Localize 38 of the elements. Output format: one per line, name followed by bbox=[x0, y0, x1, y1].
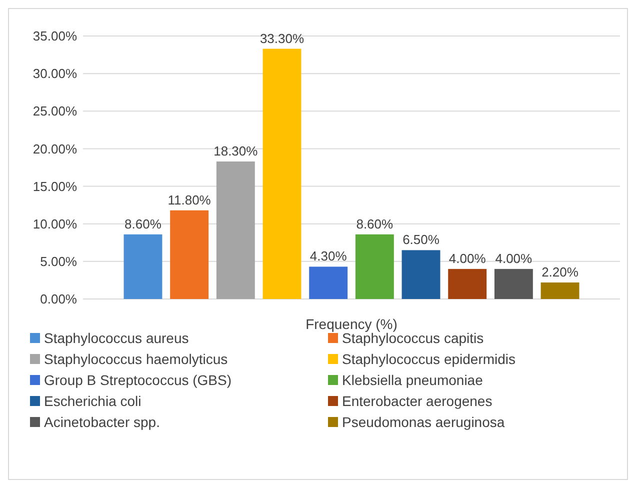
bar bbox=[124, 234, 162, 299]
legend-label: Staphylococcus epidermidis bbox=[342, 350, 516, 367]
y-tick-label: 35.00% bbox=[32, 28, 78, 44]
legend-label: Enterobacter aerogenes bbox=[342, 392, 492, 409]
legend-label: Escherichia coli bbox=[44, 392, 142, 409]
bar bbox=[262, 48, 302, 299]
data-label: 4.00% bbox=[448, 250, 486, 266]
legend-label: Klebsiella pneumoniae bbox=[342, 372, 484, 388]
bar bbox=[540, 282, 580, 299]
data-label: 11.80% bbox=[168, 192, 212, 208]
bar bbox=[170, 210, 209, 299]
y-tick-label: 5.00% bbox=[40, 254, 78, 269]
bar bbox=[402, 250, 440, 299]
legend-label: Pseudomonas aeruginosa bbox=[342, 414, 505, 430]
legend-label: Staphylococcus haemolyticus bbox=[44, 350, 228, 367]
data-label: 8.60% bbox=[124, 216, 162, 232]
data-label: 6.50% bbox=[402, 232, 440, 248]
bar bbox=[309, 266, 348, 299]
data-label: 4.30% bbox=[310, 248, 348, 264]
y-tick-label: 20.00% bbox=[32, 141, 78, 156]
y-tick-label: 15.00% bbox=[32, 178, 78, 194]
bar bbox=[448, 268, 487, 299]
y-tick-label: 30.00% bbox=[32, 66, 78, 82]
bar bbox=[216, 161, 255, 299]
y-tick-label: 0.00% bbox=[40, 292, 78, 307]
data-label: 8.60% bbox=[356, 216, 394, 232]
data-label: 33.30% bbox=[260, 30, 304, 46]
bar bbox=[494, 268, 533, 299]
legend-label: Staphylococcus aureus bbox=[44, 330, 189, 346]
y-tick-label: 25.00% bbox=[32, 104, 78, 119]
bar bbox=[355, 234, 394, 299]
data-label: 2.20% bbox=[542, 264, 579, 280]
data-label: 18.30% bbox=[214, 143, 258, 158]
data-label: 4.00% bbox=[495, 250, 533, 266]
legend-label: Group B Streptococcus (GBS) bbox=[44, 372, 232, 388]
x-tick-label: Frequency (%) bbox=[306, 316, 398, 332]
y-tick-label: 10.00% bbox=[32, 216, 78, 232]
legend-label: Acinetobacter spp. bbox=[44, 414, 160, 430]
